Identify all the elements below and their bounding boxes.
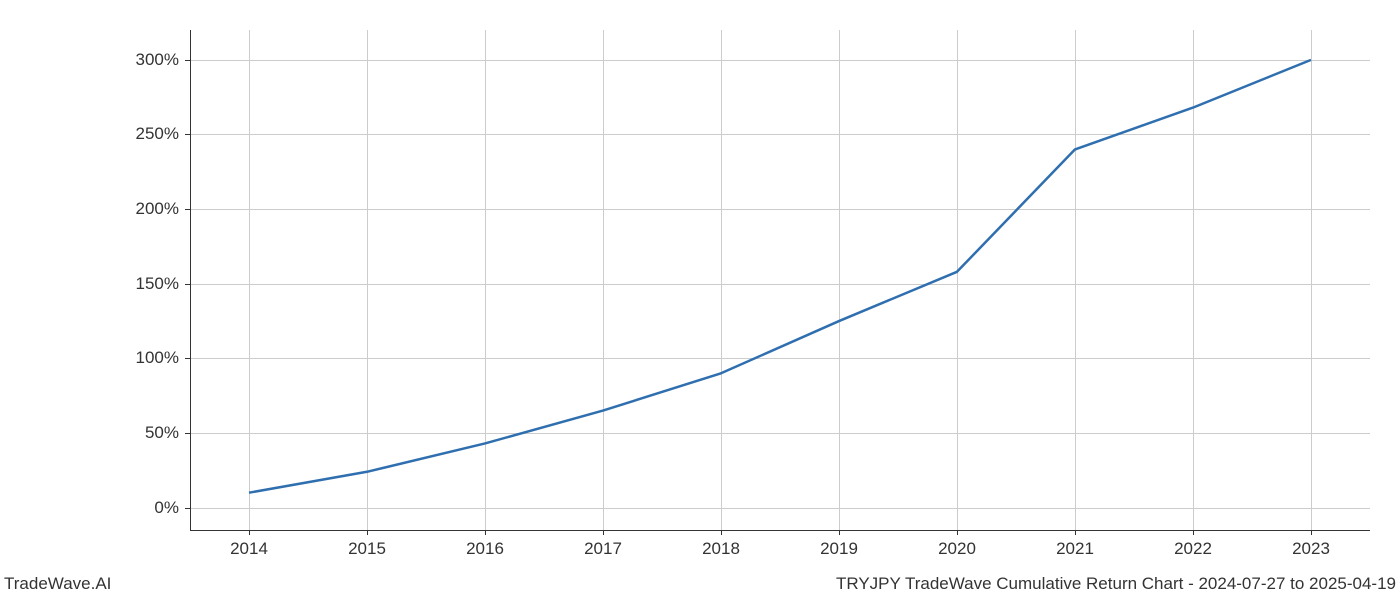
- footer-right: TRYJPY TradeWave Cumulative Return Chart…: [836, 574, 1396, 594]
- series-line-cumulative-return: [249, 60, 1311, 493]
- chart-container: 2014201520162017201820192020202120222023…: [0, 0, 1400, 600]
- footer-left: TradeWave.AI: [4, 574, 111, 594]
- x-axis-spine: [190, 530, 1370, 531]
- y-axis-spine: [190, 30, 191, 530]
- line-svg: [0, 0, 1400, 600]
